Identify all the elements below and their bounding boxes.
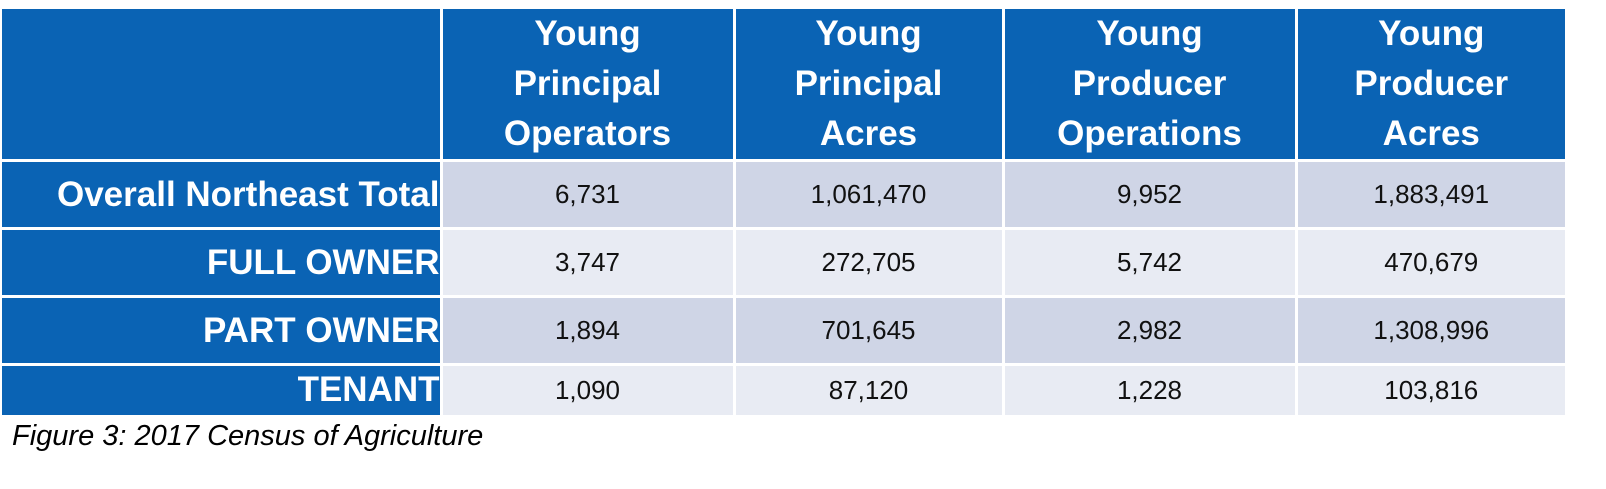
table-cell: 1,308,996 xyxy=(1294,295,1565,366)
header-row: Young Principal Operators Young Principa… xyxy=(2,9,1565,162)
table-cell: 1,883,491 xyxy=(1294,159,1565,230)
table-cell: 2,982 xyxy=(1001,295,1298,366)
census-table-container: Young Principal Operators Young Principa… xyxy=(2,9,1565,415)
table-cell: 1,090 xyxy=(439,363,736,415)
table-cell: 3,747 xyxy=(439,227,736,298)
row-label: TENANT xyxy=(2,363,443,415)
table-cell: 87,120 xyxy=(732,363,1005,415)
table-cell: 272,705 xyxy=(732,227,1005,298)
table-row-part-owner: PART OWNER 1,894 701,645 2,982 1,308,996 xyxy=(2,295,1565,366)
table-row-tenant: TENANT 1,090 87,120 1,228 103,816 xyxy=(2,363,1565,415)
table-cell: 6,731 xyxy=(439,159,736,230)
column-header-young-principal-operators: Young Principal Operators xyxy=(439,9,736,162)
row-label: FULL OWNER xyxy=(2,227,443,298)
table-cell: 1,894 xyxy=(439,295,736,366)
header-corner xyxy=(2,9,443,162)
table-cell: 470,679 xyxy=(1294,227,1565,298)
table-cell: 701,645 xyxy=(732,295,1005,366)
column-header-young-producer-acres: Young Producer Acres xyxy=(1294,9,1565,162)
column-header-young-principal-acres: Young Principal Acres xyxy=(732,9,1005,162)
table-cell: 1,228 xyxy=(1001,363,1298,415)
column-header-young-producer-operations: Young Producer Operations xyxy=(1001,9,1298,162)
table-cell: 9,952 xyxy=(1001,159,1298,230)
row-label: PART OWNER xyxy=(2,295,443,366)
table-cell: 103,816 xyxy=(1294,363,1565,415)
row-label: Overall Northeast Total xyxy=(2,159,443,230)
table-cell: 5,742 xyxy=(1001,227,1298,298)
figure-caption: Figure 3: 2017 Census of Agriculture xyxy=(12,420,484,452)
table-row-overall-northeast-total: Overall Northeast Total 6,731 1,061,470 … xyxy=(2,159,1565,230)
census-table: Young Principal Operators Young Principa… xyxy=(2,9,1565,415)
table-cell: 1,061,470 xyxy=(732,159,1005,230)
table-row-full-owner: FULL OWNER 3,747 272,705 5,742 470,679 xyxy=(2,227,1565,298)
